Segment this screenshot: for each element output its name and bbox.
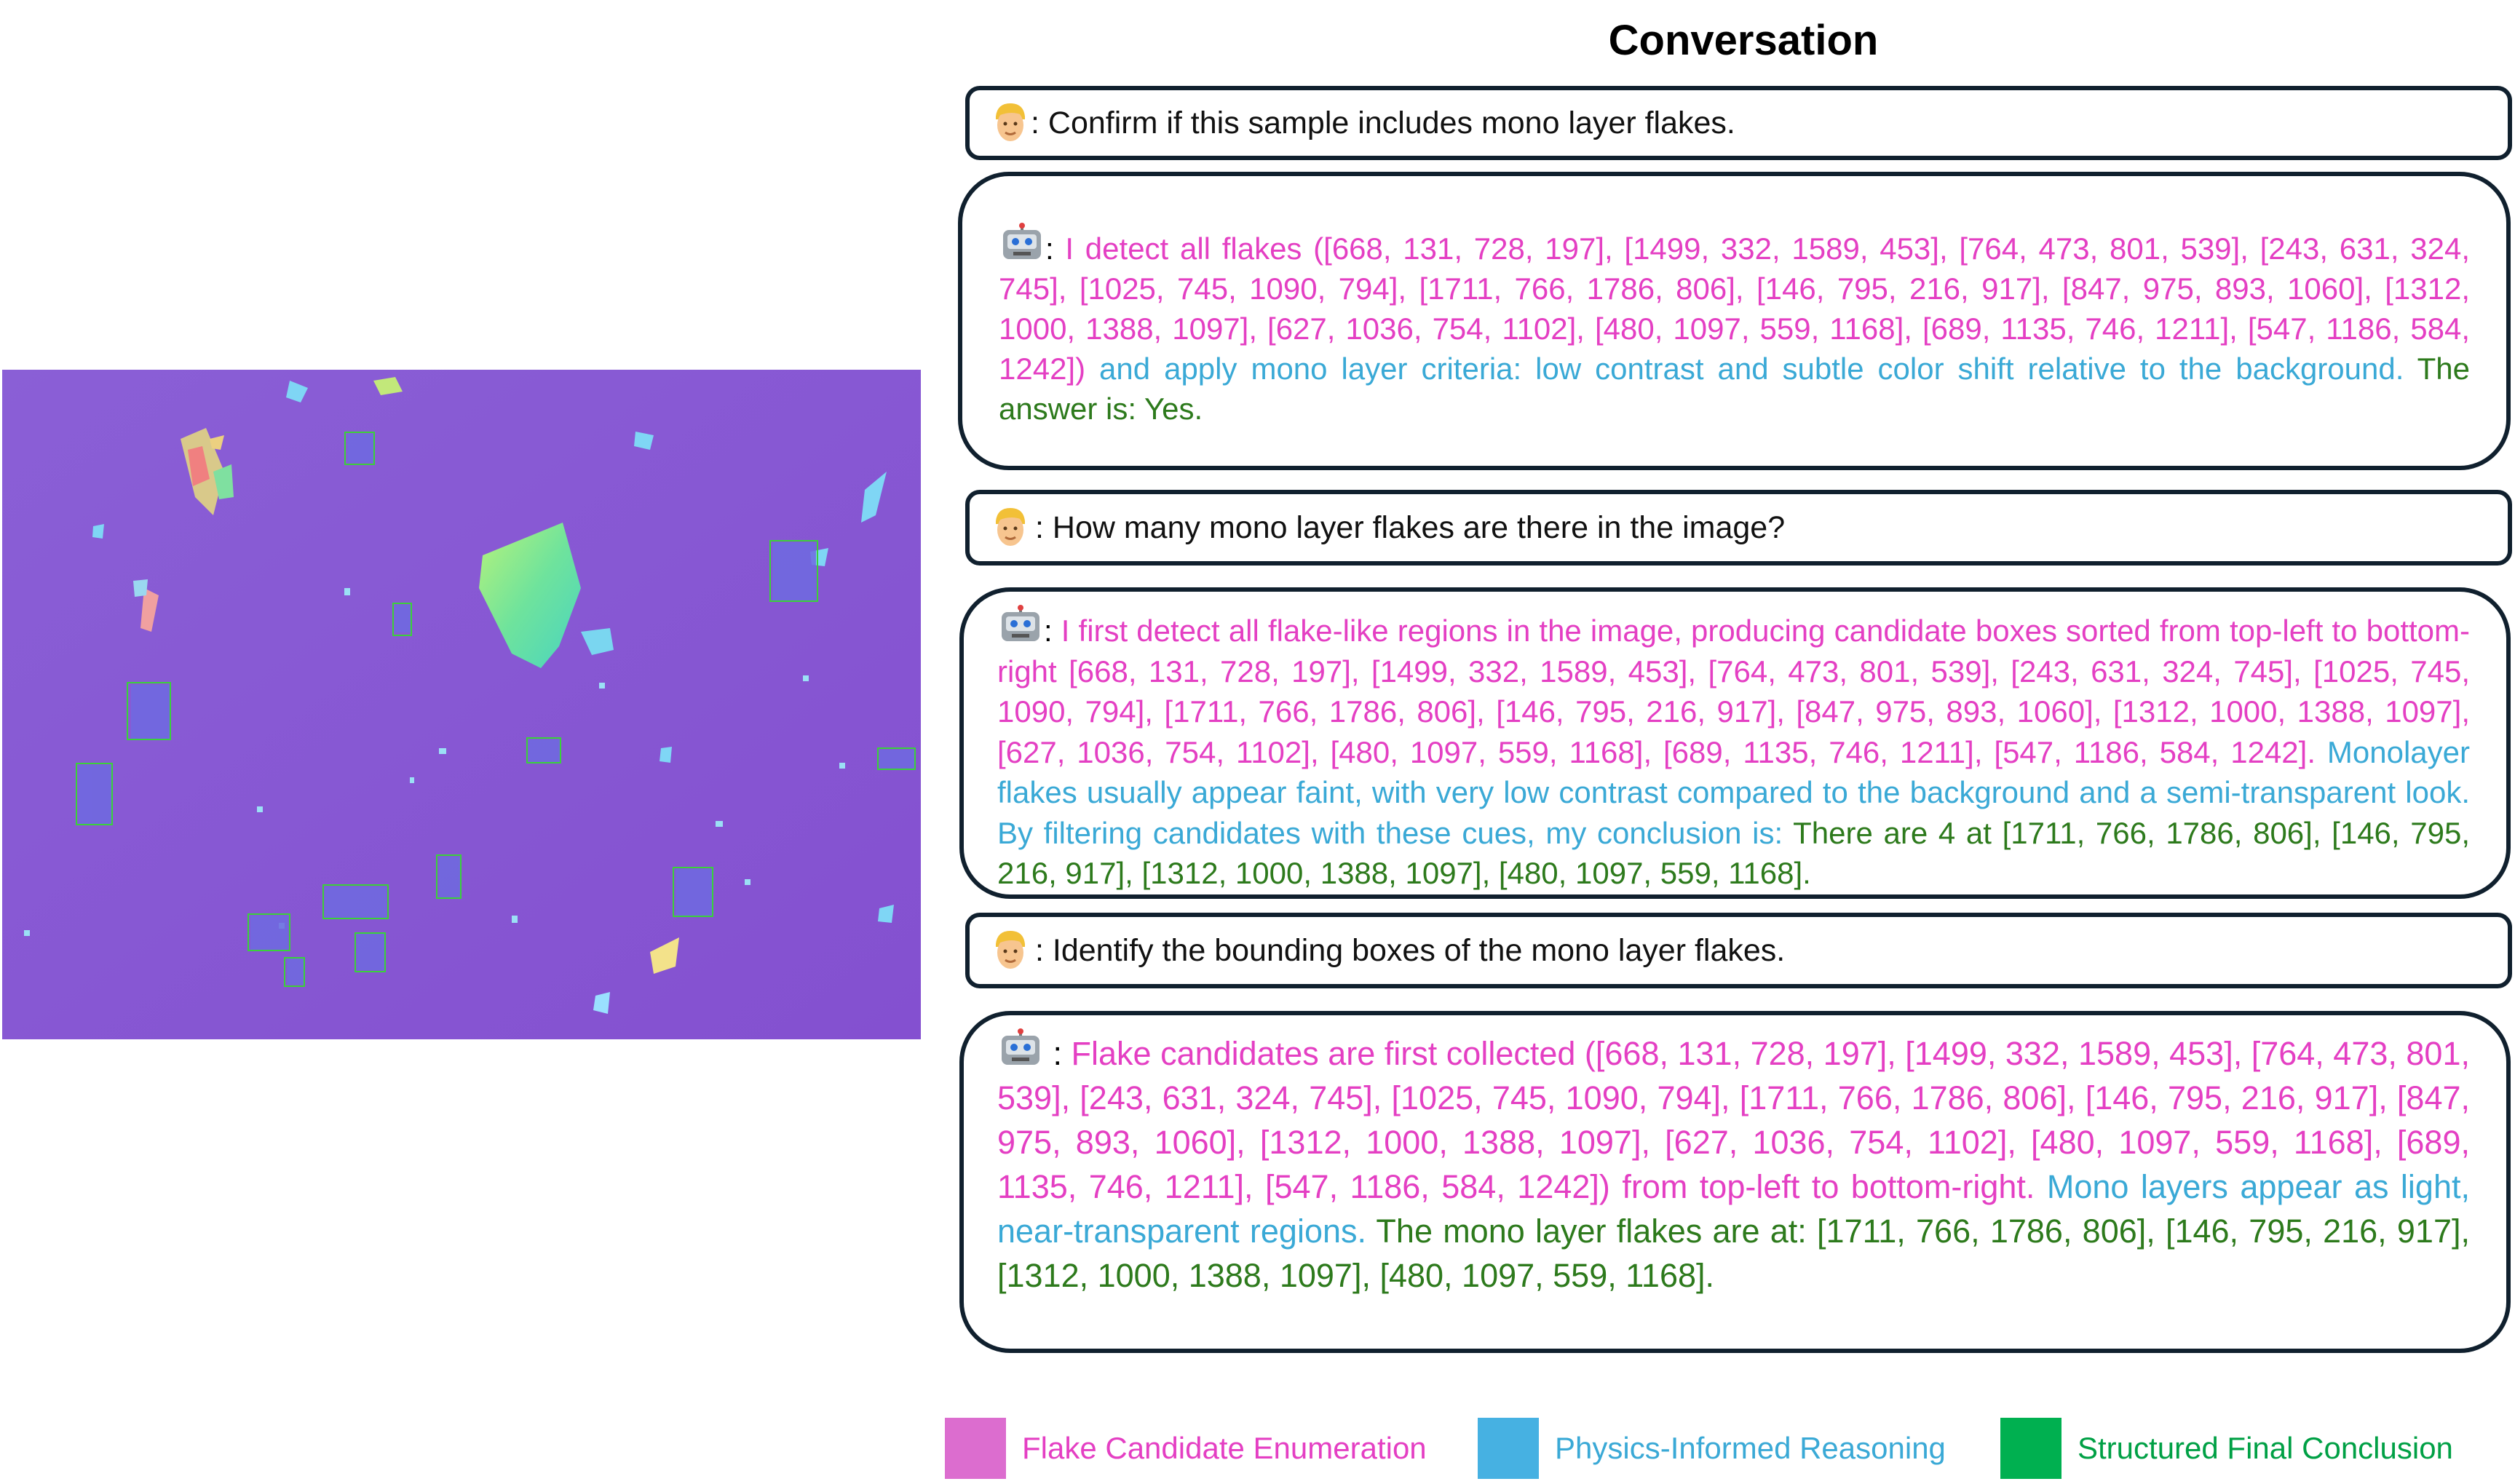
bot-prefix: : <box>1044 614 1061 648</box>
legend-label-reasoning: Physics-Informed Reasoning <box>1555 1431 1946 1465</box>
user-message-text: : Identify the bounding boxes of the mon… <box>1035 932 1786 968</box>
physics-reasoning-text: Mono layers appear as light, near-transp… <box>997 1168 2470 1250</box>
user-emoji-icon <box>990 100 1031 146</box>
legend-swatch-reasoning <box>1478 1418 1539 1479</box>
microscope-image <box>2 370 921 1039</box>
robot-emoji-icon <box>999 223 1045 263</box>
physics-reasoning-text: Monolayer flakes usually appear faint, w… <box>997 734 2471 850</box>
legend-label-conclusion: Structured Final Conclusion <box>2078 1431 2453 1465</box>
robot-emoji-icon <box>997 605 1044 646</box>
bot-message-2: : I first detect all flake-like regions … <box>959 587 2511 899</box>
user-message-text: : How many mono layer flakes are there i… <box>1035 509 1786 545</box>
bot-message-1: : I detect all flakes ([668, 131, 728, 1… <box>958 172 2511 470</box>
physics-reasoning-text: and apply mono layer criteria: low contr… <box>1085 352 2404 386</box>
legend-swatch-candidate <box>945 1418 1006 1479</box>
final-conclusion-text: The answer is: Yes. <box>999 352 2470 426</box>
legend-swatch-conclusion <box>2000 1418 2061 1479</box>
user-message-3: : Identify the bounding boxes of the mon… <box>965 913 2512 988</box>
bot-prefix: : <box>1044 1035 1072 1072</box>
candidate-enumeration-text: I first detect all flake-like regions in… <box>997 614 2471 769</box>
candidate-enumeration-text: I detect all flakes ([668, 131, 728, 197… <box>999 231 2470 386</box>
robot-emoji-icon <box>997 1028 1044 1069</box>
legend-label-candidate: Flake Candidate Enumeration <box>1022 1431 1427 1465</box>
user-emoji-icon <box>990 505 1031 550</box>
legend-conclusion: Structured Final Conclusion <box>2000 1418 2453 1479</box>
user-message-1: : Confirm if this sample includes mono l… <box>965 86 2512 160</box>
bot-message-3: : Flake candidates are first collected (… <box>959 1011 2511 1353</box>
large-flake <box>479 523 581 668</box>
legend-reasoning: Physics-Informed Reasoning <box>1478 1418 1946 1479</box>
final-conclusion-text: There are 4 at [1711, 766, 1786, 806], [… <box>997 815 2471 891</box>
candidate-enumeration-text: Flake candidates are first collected ([6… <box>997 1035 2470 1205</box>
bot-prefix: : <box>1045 231 1066 266</box>
final-conclusion-text: The mono layer flakes are at: [1711, 766… <box>997 1213 2470 1294</box>
user-emoji-icon <box>990 928 1031 973</box>
legend-candidate: Flake Candidate Enumeration <box>945 1418 1427 1479</box>
user-message-2: : How many mono layer flakes are there i… <box>965 490 2512 566</box>
conversation-title: Conversation <box>1608 17 1879 64</box>
user-message-text: : Confirm if this sample includes mono l… <box>1031 105 1735 140</box>
